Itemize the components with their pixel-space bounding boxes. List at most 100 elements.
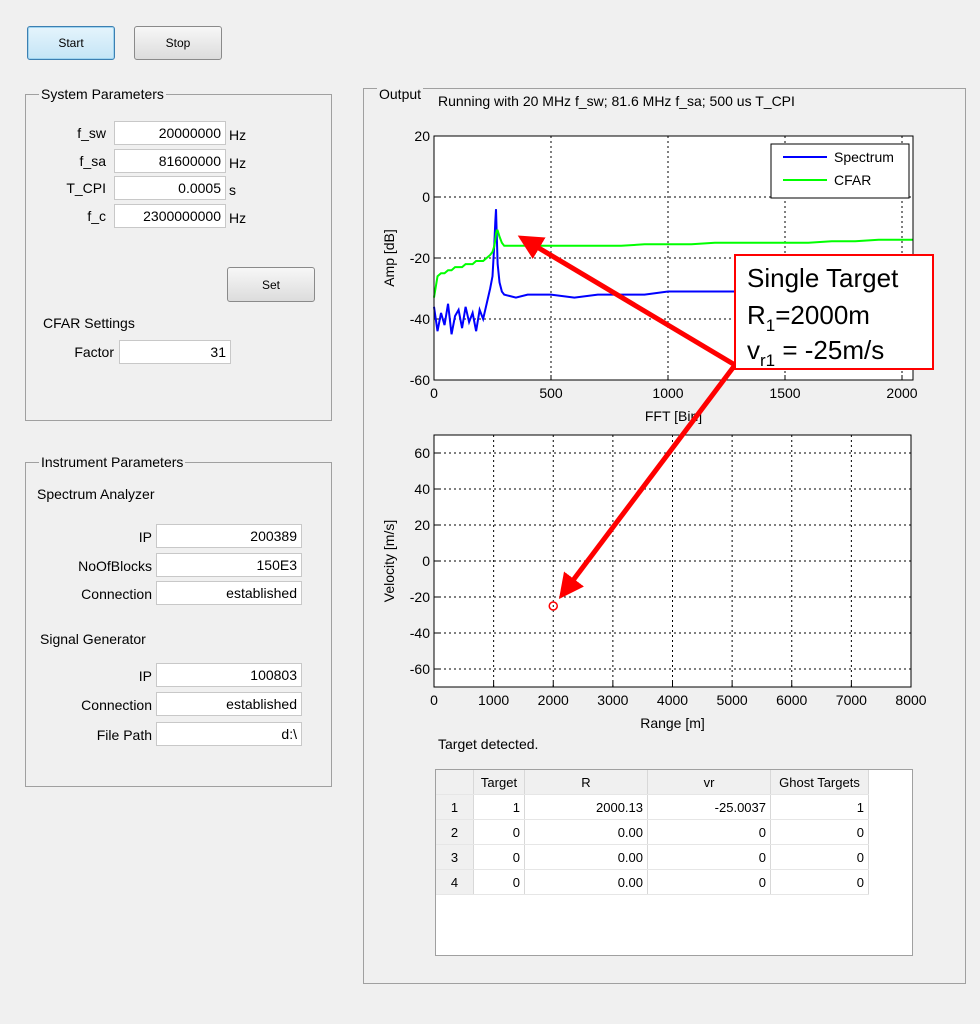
field-input[interactable]: 2300000000 xyxy=(114,204,226,228)
field-label: f_c xyxy=(87,208,106,224)
table-cell: 0 xyxy=(473,819,525,845)
plot-marks xyxy=(548,601,558,611)
y-tick-label: 0 xyxy=(422,189,430,205)
field-label: f_sw xyxy=(77,125,106,141)
table-cell: 0 xyxy=(473,844,525,870)
stop-button[interactable]: Stop xyxy=(134,26,222,60)
annotation-arrow xyxy=(517,235,737,368)
field-input[interactable]: 0.0005 xyxy=(114,176,226,200)
message-text: Target detected. xyxy=(438,736,539,752)
section-title: Signal Generator xyxy=(40,631,146,647)
plot-frame xyxy=(433,434,912,688)
table-cell: 1 xyxy=(473,794,525,820)
y-tick-label: -40 xyxy=(410,625,430,641)
y-tick-label: -20 xyxy=(410,589,430,605)
field-label: Connection xyxy=(81,586,152,602)
table-row: 2 0 0.00 0 0 xyxy=(436,819,869,845)
table-cell: 0.00 xyxy=(524,844,648,870)
table-cell: 0 xyxy=(770,844,869,870)
field-input[interactable]: 31 xyxy=(119,340,231,364)
field-label: T_CPI xyxy=(66,180,106,196)
panel-title: System Parameters xyxy=(39,86,166,102)
annotation-text: = -25m/s xyxy=(775,335,884,365)
row-header: 4 xyxy=(436,869,474,895)
column-header: Ghost Targets xyxy=(770,770,869,795)
field-input[interactable]: established xyxy=(156,581,302,605)
y-tick-label: 0 xyxy=(422,553,430,569)
section-title: CFAR Settings xyxy=(43,315,135,331)
table-cell: 1 xyxy=(770,794,869,820)
y-tick-label: -20 xyxy=(410,250,430,266)
table-cell: 2000.13 xyxy=(524,794,648,820)
field-input[interactable]: 150E3 xyxy=(156,553,302,577)
y-tick-label: -40 xyxy=(410,311,430,327)
unit-label: Hz xyxy=(229,210,247,226)
y-axis-label: Amp [dB] xyxy=(381,229,397,287)
column-header: Target xyxy=(473,770,525,795)
set-button[interactable]: Set xyxy=(227,267,315,302)
table-cell: 0 xyxy=(647,844,771,870)
table-cell: 0 xyxy=(770,869,869,895)
unit-label: Hz xyxy=(229,155,247,171)
x-tick-label: 0 xyxy=(430,385,438,401)
x-tick-label: 2000 xyxy=(886,385,917,401)
row-header: 2 xyxy=(436,819,474,845)
annotation-box xyxy=(734,254,934,370)
table-row: 3 0 0.00 0 0 xyxy=(436,844,869,870)
field-label: f_sa xyxy=(79,153,106,169)
field-label: Factor xyxy=(74,344,114,360)
legend-box xyxy=(770,143,910,199)
field-input[interactable]: 81600000 xyxy=(114,149,226,173)
x-tick-label: 3000 xyxy=(597,692,628,708)
data-point xyxy=(548,601,558,611)
start-button[interactable]: Start xyxy=(27,26,115,60)
y-tick-label: 60 xyxy=(414,445,430,461)
annotation-text: R xyxy=(747,300,766,330)
output-panel xyxy=(363,88,966,984)
unit-label: s xyxy=(229,182,236,198)
column-header: vr xyxy=(647,770,771,795)
x-axis-label: FFT [Bin] xyxy=(645,408,702,424)
x-tick-label: 1000 xyxy=(652,385,683,401)
x-tick-label: 8000 xyxy=(895,692,926,708)
section-title: Spectrum Analyzer xyxy=(37,486,155,502)
y-tick-label: 20 xyxy=(414,517,430,533)
table-row: 1 1 2000.13 -25.0037 1 xyxy=(436,794,869,820)
annotation-text: v xyxy=(747,335,760,365)
annotation-line: vr1 = -25m/s xyxy=(747,335,884,370)
table-cell: 0 xyxy=(647,819,771,845)
x-tick-label: 5000 xyxy=(717,692,748,708)
system-panel xyxy=(25,94,332,421)
field-label: NoOfBlocks xyxy=(78,558,152,574)
x-tick-label: 1000 xyxy=(478,692,509,708)
field-input[interactable]: established xyxy=(156,692,302,716)
table-cell: 0 xyxy=(647,869,771,895)
field-input[interactable]: 100803 xyxy=(156,663,302,687)
y-tick-label: -60 xyxy=(410,372,430,388)
x-tick-label: 7000 xyxy=(836,692,867,708)
y-tick-label: 20 xyxy=(414,128,430,144)
panel-title: Instrument Parameters xyxy=(39,454,186,470)
row-header: 3 xyxy=(436,844,474,870)
field-input[interactable]: 200389 xyxy=(156,524,302,548)
legend-label: CFAR xyxy=(834,172,871,188)
row-header: 1 xyxy=(436,794,474,820)
unit-label: Hz xyxy=(229,127,247,143)
legend-label: Spectrum xyxy=(834,149,894,165)
x-tick-label: 500 xyxy=(539,385,563,401)
y-axis-label: Velocity [m/s] xyxy=(381,520,397,602)
x-tick-label: 0 xyxy=(430,692,438,708)
field-input[interactable]: d:\ xyxy=(156,722,302,746)
status-text: Running with 20 MHz f_sw; 81.6 MHz f_sa;… xyxy=(438,93,795,109)
table-cell: 0 xyxy=(473,869,525,895)
field-input[interactable]: 20000000 xyxy=(114,121,226,145)
field-label: IP xyxy=(138,668,152,684)
panel-title: Output xyxy=(377,86,424,102)
annotation-text: =2000m xyxy=(775,300,870,330)
annotation-subscript: 1 xyxy=(766,316,775,335)
x-tick-label: 4000 xyxy=(657,692,688,708)
